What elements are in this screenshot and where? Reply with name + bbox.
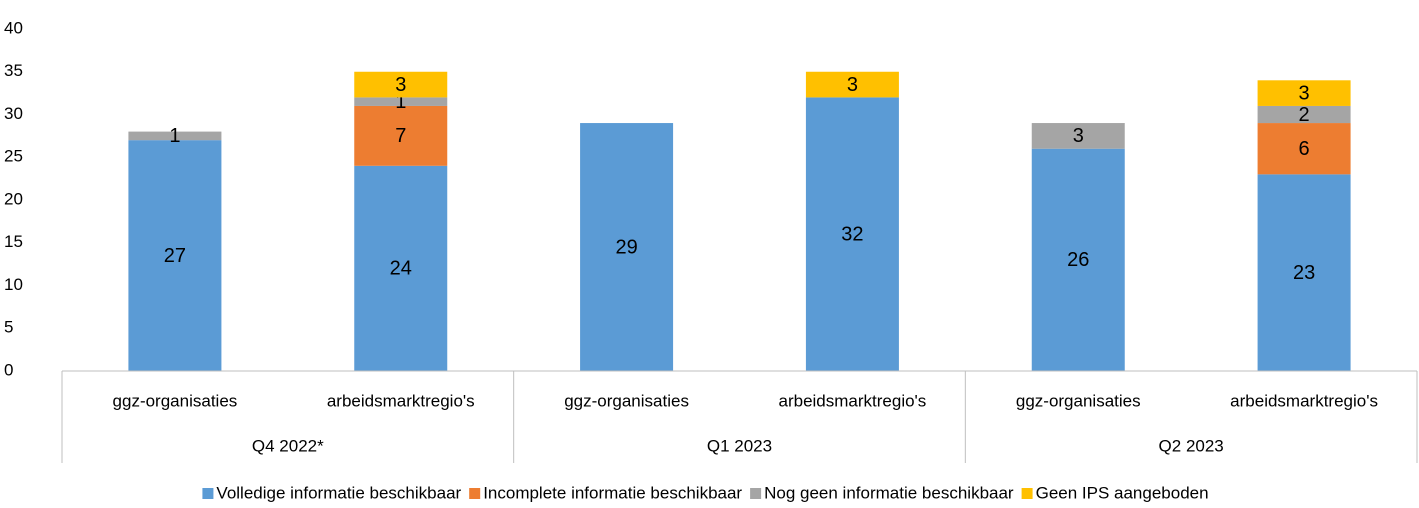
bar-segment xyxy=(580,123,674,371)
legend-label: Nog geen informatie beschikbaar xyxy=(764,483,1014,502)
bar-segment xyxy=(1257,174,1351,371)
x-tick-label: arbeidsmarktregio's xyxy=(327,391,475,410)
bar-segment xyxy=(354,71,448,98)
bar-segment xyxy=(1031,148,1125,371)
data-label: 3 xyxy=(1299,82,1310,104)
bar-segment xyxy=(354,97,448,106)
y-tick-label: 15 xyxy=(4,232,23,251)
legend-swatch xyxy=(750,488,762,499)
data-label: 1 xyxy=(395,91,406,113)
y-tick-label: 10 xyxy=(4,275,23,294)
data-label: 2 xyxy=(1299,104,1310,126)
bar-segment xyxy=(1257,80,1351,106)
data-label: 3 xyxy=(1073,125,1084,147)
y-tick-label: 40 xyxy=(4,18,23,37)
data-label: 26 xyxy=(1067,249,1089,271)
legend-swatch xyxy=(202,488,214,499)
data-label: 24 xyxy=(390,258,412,280)
bar-segment xyxy=(1257,105,1351,124)
x-tick-label: ggz-organisaties xyxy=(113,391,238,410)
bar-segment xyxy=(805,71,899,98)
legend-label: Incomplete informatie beschikbaar xyxy=(483,483,742,502)
x-tick-label: ggz-organisaties xyxy=(1016,391,1141,410)
legend-swatch xyxy=(1021,488,1033,499)
bar-segment xyxy=(128,131,222,141)
data-label: 27 xyxy=(164,245,186,267)
group-label: Q4 2022* xyxy=(252,436,324,455)
x-tick-label: arbeidsmarktregio's xyxy=(779,391,927,410)
data-label: 1 xyxy=(169,125,180,147)
data-label: 23 xyxy=(1293,262,1315,284)
bar-segment xyxy=(354,105,448,166)
y-tick-label: 30 xyxy=(4,104,23,123)
bar-segment xyxy=(128,140,222,371)
data-label: 7 xyxy=(395,125,406,147)
legend-label: Geen IPS aangeboden xyxy=(1036,483,1209,502)
group-label: Q2 2023 xyxy=(1159,436,1224,455)
data-label: 29 xyxy=(615,236,637,258)
bar-segment xyxy=(1031,123,1125,149)
x-tick-label: arbeidsmarktregio's xyxy=(1230,391,1378,410)
y-tick-label: 5 xyxy=(4,318,13,337)
legend-swatch xyxy=(469,488,481,499)
data-label: 6 xyxy=(1299,138,1310,160)
x-tick-label: ggz-organisaties xyxy=(564,391,689,410)
group-label: Q1 2023 xyxy=(707,436,772,455)
y-tick-label: 35 xyxy=(4,61,23,80)
data-label: 3 xyxy=(395,74,406,96)
y-tick-label: 25 xyxy=(4,147,23,166)
legend-label: Volledige informatie beschikbaar xyxy=(216,483,461,502)
bar-segment xyxy=(1257,123,1351,175)
bar-segment xyxy=(805,97,899,372)
data-label: 32 xyxy=(841,223,863,245)
bar-segment xyxy=(354,165,448,371)
y-tick-label: 0 xyxy=(4,360,13,379)
y-tick-label: 20 xyxy=(4,189,23,208)
data-label: 3 xyxy=(847,74,858,96)
